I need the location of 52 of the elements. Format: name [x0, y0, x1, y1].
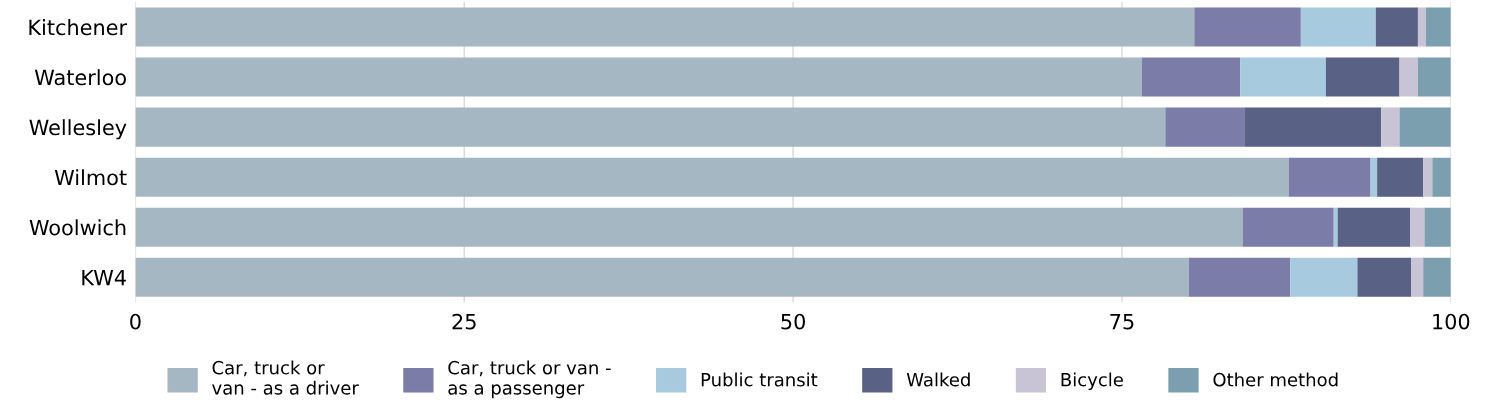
bar	[1377, 157, 1424, 197]
bar	[1300, 7, 1376, 47]
legend-label: Walked	[906, 372, 970, 387]
bar	[135, 157, 1290, 197]
x-tick-label: 0	[130, 313, 141, 330]
y-tick-label: Woolwich	[29, 219, 126, 236]
y-tick-label: KW4	[82, 269, 126, 286]
bar	[1411, 257, 1424, 297]
bar	[1417, 7, 1426, 47]
bar	[1189, 257, 1291, 297]
bar	[1375, 7, 1418, 47]
bar	[1370, 157, 1378, 197]
bar	[1240, 57, 1326, 97]
bar	[1242, 207, 1334, 247]
bar	[1399, 57, 1418, 97]
bar	[1381, 107, 1400, 147]
bar	[1165, 107, 1245, 147]
bar	[1423, 257, 1451, 297]
bar	[1410, 207, 1425, 247]
bar	[1194, 7, 1301, 47]
bar	[1333, 207, 1338, 247]
bar	[135, 107, 1166, 147]
bar	[1244, 107, 1382, 147]
legend-label: Public transit	[701, 372, 818, 387]
bar	[1423, 157, 1433, 197]
y-tick-label: Wellesley	[29, 119, 127, 140]
bar	[1325, 57, 1400, 97]
bar	[1417, 57, 1451, 97]
bar	[1357, 257, 1412, 297]
legend-label: Car, truck or van - as a driver	[212, 360, 359, 395]
x-tick-label: 75	[1110, 314, 1134, 330]
y-tick-label: Kitchener	[29, 19, 128, 36]
bar	[135, 57, 1142, 97]
y-tick-label: Waterloo	[34, 69, 126, 86]
bar	[1399, 107, 1451, 147]
x-tick-label: 50	[781, 313, 805, 330]
bar	[1141, 57, 1241, 97]
bar	[1290, 257, 1358, 297]
legend-label: Bicycle	[1061, 372, 1123, 390]
bar	[1424, 207, 1451, 247]
x-tick-label: 25	[452, 313, 476, 330]
y-tick-label: Wilmot	[54, 169, 127, 186]
bar	[1425, 7, 1451, 47]
legend-label: Other method	[1213, 372, 1338, 387]
bar	[135, 207, 1243, 247]
legend-label: Car, truck or van - as a passenger	[448, 360, 611, 399]
bar	[135, 7, 1195, 47]
bar	[1337, 207, 1411, 247]
bar	[135, 257, 1190, 297]
x-tick-label: 100	[1433, 313, 1470, 330]
bar	[1289, 157, 1371, 197]
bar	[1432, 157, 1451, 197]
